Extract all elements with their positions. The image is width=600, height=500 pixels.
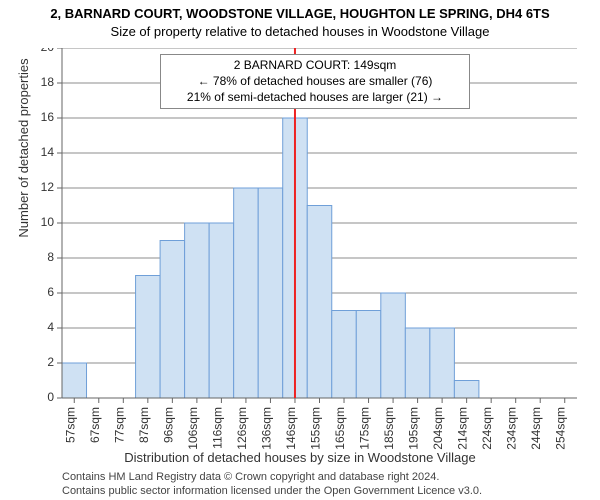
- bar: [209, 223, 234, 398]
- svg-text:0: 0: [47, 390, 54, 404]
- svg-text:10: 10: [41, 215, 55, 229]
- x-tick-label: 155sqm: [309, 407, 323, 450]
- x-tick-label: 204sqm: [431, 407, 445, 450]
- svg-text:12: 12: [41, 180, 55, 194]
- x-tick-label: 126sqm: [235, 407, 249, 450]
- bar: [136, 276, 161, 399]
- bar: [258, 188, 283, 398]
- x-tick-label: 146sqm: [284, 407, 298, 450]
- x-tick-label: 87sqm: [137, 407, 151, 443]
- x-tick-label: 224sqm: [480, 407, 494, 450]
- x-tick-label: 175sqm: [358, 407, 372, 450]
- bar: [234, 188, 259, 398]
- footer-line2: Contains public sector information licen…: [62, 484, 482, 498]
- x-tick-label: 57sqm: [63, 407, 77, 443]
- annotation-line2: ← 78% of detached houses are smaller (76…: [165, 73, 465, 89]
- x-tick-label: 96sqm: [161, 407, 175, 443]
- x-tick-label: 254sqm: [554, 407, 568, 450]
- x-tick-label: 77sqm: [112, 407, 126, 443]
- svg-text:14: 14: [41, 145, 55, 159]
- svg-text:6: 6: [47, 285, 54, 299]
- x-tick-label: 234sqm: [505, 407, 519, 450]
- bar: [185, 223, 210, 398]
- bar: [332, 311, 357, 399]
- x-tick-label: 67sqm: [88, 407, 102, 443]
- title-main: 2, BARNARD COURT, WOODSTONE VILLAGE, HOU…: [0, 6, 600, 21]
- bar: [430, 328, 455, 398]
- histogram-plot: 0 2 4 6 8 10 12 14 16 18 20 57sqm 67sqm 77sqm 87sqm 96s…: [40, 48, 599, 458]
- svg-text:16: 16: [41, 110, 55, 124]
- svg-text:20: 20: [41, 48, 55, 54]
- x-tick-label: 116sqm: [210, 407, 224, 449]
- bar: [307, 206, 332, 399]
- annotation-box: 2 BARNARD COURT: 149sqm ← 78% of detache…: [160, 54, 470, 109]
- x-tick-label: 195sqm: [407, 407, 421, 450]
- title-sub: Size of property relative to detached ho…: [0, 24, 600, 39]
- y-axis-label: Number of detached properties: [16, 0, 31, 323]
- x-tick-label: 106sqm: [186, 407, 200, 450]
- bar: [356, 311, 381, 399]
- bar: [62, 363, 87, 398]
- x-tick-label: 214sqm: [456, 407, 470, 450]
- svg-text:8: 8: [47, 250, 54, 264]
- x-tick-label: 185sqm: [382, 407, 396, 450]
- footer-line1: Contains HM Land Registry data © Crown c…: [62, 470, 482, 484]
- bar: [405, 328, 430, 398]
- annotation-line3: 21% of semi-detached houses are larger (…: [165, 89, 465, 105]
- bar: [454, 381, 479, 399]
- annotation-line1: 2 BARNARD COURT: 149sqm: [165, 57, 465, 73]
- bar: [160, 241, 185, 399]
- svg-text:4: 4: [47, 320, 54, 334]
- footer-attribution: Contains HM Land Registry data © Crown c…: [62, 470, 482, 499]
- x-tick-label: 136sqm: [259, 407, 273, 450]
- svg-text:2: 2: [47, 355, 54, 369]
- x-tick-label: 165sqm: [333, 407, 347, 450]
- bar: [381, 293, 406, 398]
- x-tick-label: 244sqm: [529, 407, 543, 450]
- svg-text:18: 18: [41, 75, 55, 89]
